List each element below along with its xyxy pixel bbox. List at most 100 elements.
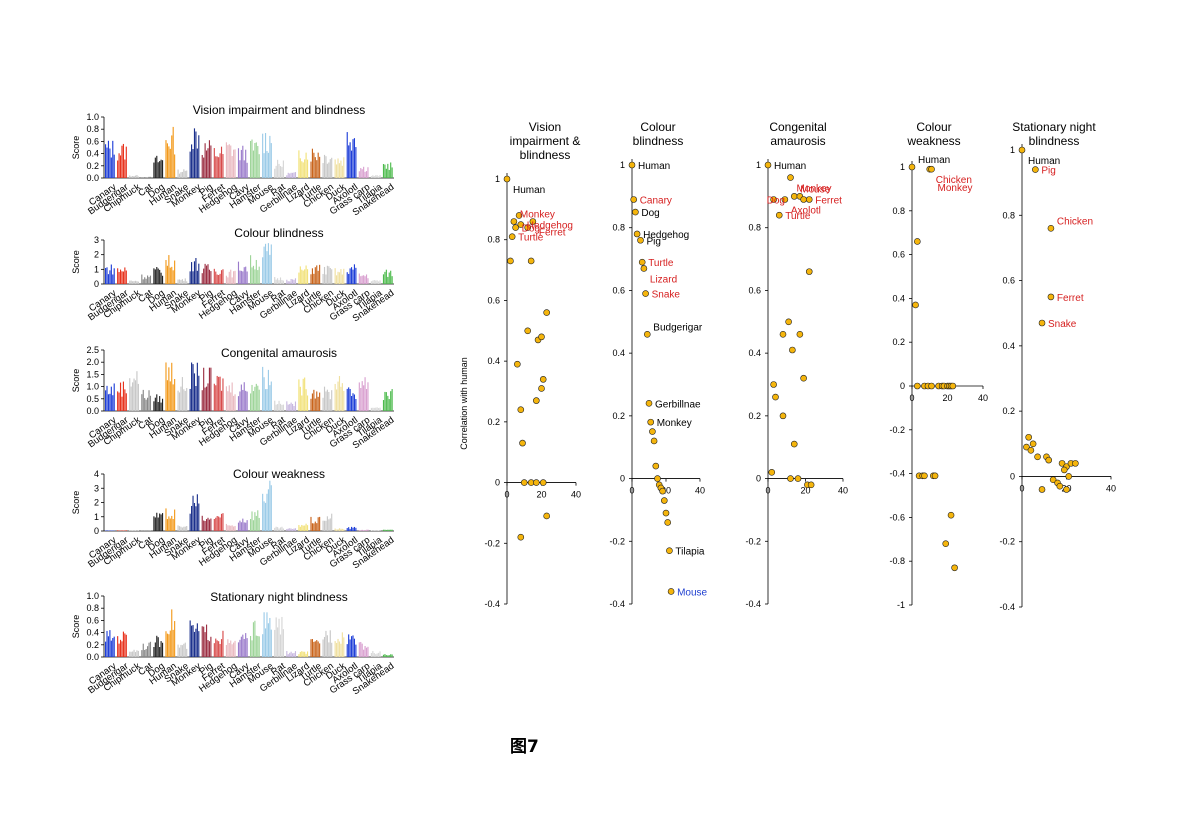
bar-turtle [317, 396, 319, 411]
bar-snake [184, 170, 186, 178]
scatter-point [1032, 166, 1039, 173]
bar-snake [177, 644, 179, 657]
bar-hamster [251, 267, 253, 284]
bar-hedgehog [225, 523, 227, 531]
bar-hamster [258, 517, 260, 531]
bar-rat [279, 527, 282, 531]
bar-tilapia [372, 175, 374, 178]
bar-human [171, 266, 173, 284]
bar-duck [338, 272, 341, 284]
bar-gerbillnae [290, 528, 292, 531]
scatter-point [790, 440, 798, 448]
bar-pig [207, 264, 209, 284]
bar-pig [201, 515, 203, 531]
bar-cavy [237, 396, 240, 411]
bar-cat [142, 530, 144, 531]
bar-axolotl [352, 527, 354, 531]
bar-turtle [314, 157, 316, 178]
bar-pig [201, 626, 203, 657]
scatter-point [781, 196, 789, 203]
bar-rat [275, 526, 277, 531]
bar-turtle [317, 641, 319, 657]
bar-human [169, 148, 171, 178]
x-tick-label: 40 [838, 486, 848, 496]
scatter-point [785, 318, 792, 326]
bar-hamster [257, 635, 259, 657]
y-tick-label: 0.2 [1002, 406, 1015, 416]
bar-duck [337, 638, 339, 657]
bar-axolotl [349, 639, 351, 657]
scatter-point [642, 290, 649, 297]
bar-mouse [263, 246, 265, 284]
bar-tilapia [373, 530, 375, 531]
bar-rat [275, 617, 277, 657]
bar-mouse [267, 489, 269, 531]
scatter-point [517, 221, 525, 228]
bar-monkey [189, 271, 191, 284]
bar-chipmuck [130, 386, 132, 411]
bar-human [166, 143, 168, 178]
bar-lizard [301, 524, 303, 531]
bar-chicken [323, 636, 326, 657]
point-label: Chicken [1057, 216, 1093, 227]
bar-monkey [192, 495, 194, 531]
bar-cavy [246, 638, 248, 657]
bar-snakehead [387, 395, 389, 411]
scatter-point [1049, 476, 1057, 483]
bar-lizard [299, 526, 301, 531]
scatter-point [807, 481, 815, 489]
bar-snake [177, 279, 179, 284]
bar-pig [204, 263, 206, 284]
scatter-title-line: impairment & [510, 134, 581, 148]
bar-pig [203, 157, 205, 178]
bar-snakehead [390, 529, 392, 531]
bar-duck [343, 268, 345, 284]
bar-hamster [257, 510, 259, 531]
bar-chipmuck [132, 651, 134, 657]
bar-gerbillnae [289, 281, 291, 284]
y-tick-label: 0 [620, 474, 625, 484]
scatter-point [928, 165, 935, 173]
bar-snakehead [382, 400, 385, 411]
bar-mouse [262, 257, 264, 284]
bar-lizard [304, 525, 306, 531]
scatter-point [664, 519, 672, 526]
bar-cavy [240, 636, 242, 657]
y-tick-label: 0.6 [86, 136, 99, 146]
bar-duck [341, 528, 343, 531]
bar-lizard [304, 269, 306, 284]
bar-hedgehog [228, 271, 230, 284]
bar-pig [210, 518, 212, 531]
bar-chipmuck [132, 176, 134, 178]
bar-axolotl [348, 145, 350, 178]
bar-gerbillnae [294, 401, 297, 411]
bar-chipmuck [136, 371, 138, 411]
bar-turtle [319, 392, 321, 411]
bar-grass-carp [364, 377, 366, 411]
scatter-point [1023, 443, 1030, 451]
bar-snakehead [391, 167, 393, 178]
scatter-point [768, 468, 776, 476]
bar-dog [159, 161, 161, 178]
bar-chipmuck [137, 650, 139, 657]
bar-canary [106, 267, 108, 284]
bar-budgerigar [117, 160, 119, 178]
bar-budgerigar [122, 631, 124, 657]
bar-hamster [258, 636, 260, 657]
bar-chipmuck [130, 651, 132, 657]
scatter-point [503, 175, 511, 183]
bar-budgerigar [124, 267, 126, 284]
bar-hamster [251, 384, 253, 411]
bar-human [168, 516, 170, 531]
y-tick-label: 0.6 [612, 285, 625, 295]
bar-budgerigar [122, 271, 124, 284]
scatter-point [508, 233, 516, 240]
x-tick-label: 20 [536, 490, 546, 500]
bar-chart-panel-4: Colour weaknessScore01234CanaryBudgeriga… [71, 467, 396, 571]
bar-ferret [219, 153, 221, 178]
bar-budgerigar [118, 643, 120, 657]
y-tick-label: 0.4 [1002, 341, 1015, 351]
bar-hedgehog [227, 145, 229, 178]
bar-snakehead [385, 269, 387, 284]
y-tick-label: 0.8 [748, 223, 761, 233]
